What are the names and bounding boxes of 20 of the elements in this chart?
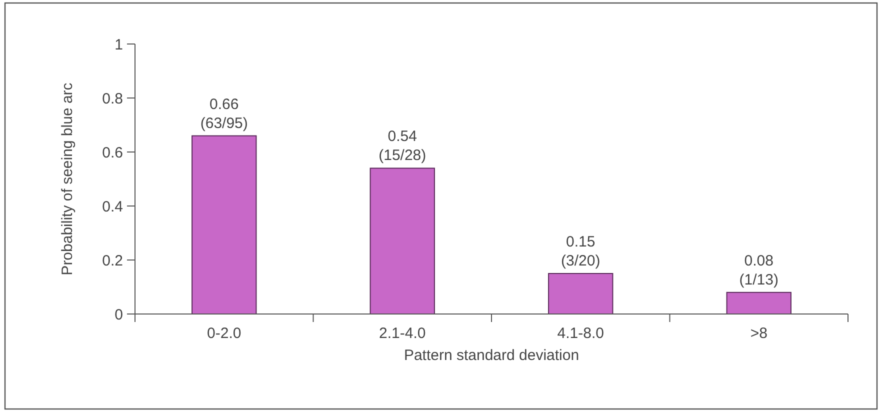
y-tick-label: 0.4 bbox=[102, 198, 123, 216]
bar bbox=[548, 273, 614, 314]
y-axis-title: Probability of seeing blue arc bbox=[59, 82, 76, 276]
bar bbox=[192, 135, 257, 314]
data-label: 0.66 (63/95) bbox=[200, 96, 248, 132]
data-label: 0.54 (15/28) bbox=[378, 128, 426, 164]
x-axis-title: Pattern standard deviation bbox=[404, 347, 580, 364]
y-tick-label: 0.6 bbox=[102, 144, 123, 162]
data-label: 0.08 (1/13) bbox=[739, 252, 778, 288]
x-tick-label: 4.1-8.0 bbox=[557, 325, 604, 342]
bar bbox=[726, 292, 792, 314]
y-tick-label: 1 bbox=[114, 36, 123, 54]
y-tick-label: 0 bbox=[114, 306, 123, 324]
x-tick-label: 0-2.0 bbox=[207, 325, 242, 342]
x-tick-label: >8 bbox=[750, 325, 768, 342]
data-label: 0.15 (3/20) bbox=[561, 234, 600, 270]
bar bbox=[370, 168, 435, 314]
y-tick-label: 0.2 bbox=[102, 252, 123, 270]
x-tick-label: 2.1-4.0 bbox=[379, 325, 426, 342]
y-tick-label: 0.8 bbox=[102, 90, 123, 108]
